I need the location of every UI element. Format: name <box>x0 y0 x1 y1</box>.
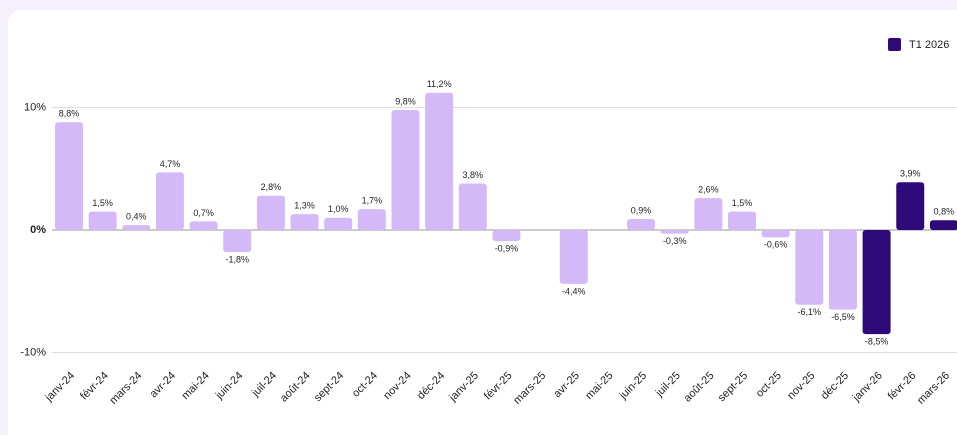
bar <box>189 221 218 230</box>
bar <box>862 230 891 335</box>
value-label: -6,1% <box>798 307 822 317</box>
bar <box>155 172 184 230</box>
value-label: 11,2% <box>427 79 452 89</box>
legend-label: T1 2026 <box>909 39 949 51</box>
y-tick-label: 0% <box>30 224 46 236</box>
value-label: 3,9% <box>900 169 921 179</box>
bar <box>324 217 353 230</box>
bar <box>122 225 151 230</box>
value-label: -0,3% <box>663 236 687 246</box>
bar <box>795 230 824 305</box>
value-label: -6,5% <box>831 312 855 322</box>
bar <box>290 214 319 230</box>
bar <box>425 92 454 230</box>
bar <box>391 109 420 230</box>
value-label: 0,8% <box>934 207 955 217</box>
bar <box>896 182 925 230</box>
y-tick-label: -10% <box>20 346 46 358</box>
bar <box>828 230 857 310</box>
bar <box>660 230 689 234</box>
bar <box>256 195 285 230</box>
value-label: 1,5% <box>92 198 113 208</box>
value-label: 2,8% <box>261 182 282 192</box>
bar <box>761 230 790 238</box>
bar <box>88 211 117 230</box>
bar <box>55 122 83 230</box>
bar <box>357 209 386 230</box>
bar <box>492 230 521 242</box>
bar <box>559 230 588 284</box>
value-label: 0,4% <box>126 211 147 221</box>
value-label: 9,8% <box>395 96 416 106</box>
value-label: 1,7% <box>362 196 383 206</box>
value-label: 3,8% <box>463 170 484 180</box>
value-label: 0,9% <box>631 205 652 215</box>
value-label: 1,3% <box>294 200 315 210</box>
value-label: 2,6% <box>698 185 719 195</box>
value-label: -4,4% <box>562 286 586 296</box>
bar <box>223 230 252 253</box>
value-label: -0,6% <box>764 240 788 250</box>
value-label: 1,0% <box>328 204 349 214</box>
value-label: 4,7% <box>160 159 181 169</box>
bar <box>728 211 756 230</box>
value-label: -8,5% <box>865 337 889 347</box>
y-tick-label: 10% <box>24 101 46 113</box>
value-label: 8,8% <box>59 109 80 119</box>
bar <box>458 183 487 230</box>
bar <box>694 198 723 230</box>
value-label: 0,7% <box>193 208 214 218</box>
bar <box>627 218 656 230</box>
value-label: -1,8% <box>225 254 249 264</box>
value-label: 1,5% <box>732 198 753 208</box>
bar <box>929 220 957 230</box>
value-label: -0,9% <box>495 243 519 253</box>
legend-swatch <box>888 38 901 51</box>
